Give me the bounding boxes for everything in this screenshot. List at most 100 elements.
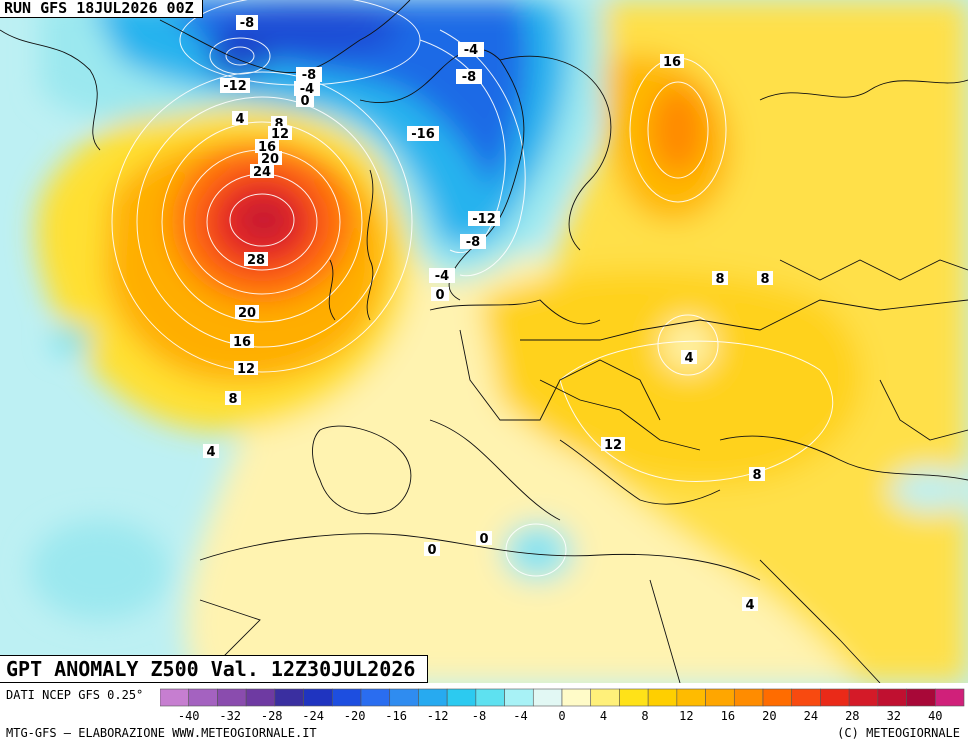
color-scale-box	[619, 688, 649, 707]
color-scale-tick-label: 12	[679, 709, 693, 723]
map-label: 16	[660, 54, 684, 70]
color-scale-boxes	[160, 688, 965, 707]
color-scale-box	[906, 688, 936, 707]
map-label-text: -12	[472, 212, 496, 227]
north-sea-coast	[429, 299, 601, 325]
map-label: 12	[601, 437, 625, 453]
map-label-text: 0	[479, 532, 488, 547]
map-label-text: -16	[411, 127, 435, 142]
color-scale-box	[762, 688, 793, 707]
color-scale-box	[303, 688, 333, 707]
color-scale-box	[188, 688, 218, 707]
map-label: -8	[456, 69, 482, 85]
map-label-text: 8	[715, 272, 724, 287]
color-scale-box	[504, 688, 534, 707]
color-scale-box	[590, 688, 620, 707]
map-label: 0	[476, 531, 492, 547]
color-scale-box	[532, 688, 563, 707]
map-label-text: -8	[302, 68, 316, 83]
color-scale-box	[475, 688, 505, 707]
iberia-coast	[312, 425, 412, 515]
red-sea-coast	[759, 559, 881, 683]
map-label-text: 8	[274, 117, 283, 132]
color-scale-box	[848, 688, 879, 707]
map-label: 8	[749, 467, 765, 483]
map-label: 4	[203, 444, 219, 460]
color-scale-box	[733, 688, 764, 707]
color-scale-tick-label: 28	[845, 709, 859, 723]
greenland-coast	[0, 29, 101, 151]
italy-coast	[429, 419, 561, 521]
color-scale-box	[934, 688, 965, 707]
map-label-text: 8	[760, 272, 769, 287]
color-scale-box	[331, 688, 362, 707]
product-title: GPT ANOMALY Z500 Val. 12Z30JUL2026	[0, 655, 429, 683]
color-scale-box	[561, 688, 592, 707]
map-label-text: 16	[233, 335, 251, 350]
map-label: 4	[232, 111, 248, 127]
map-label: 20	[235, 305, 259, 321]
map-label: 12	[234, 361, 258, 377]
map-label-text: 16	[663, 55, 681, 70]
map-label: -8	[236, 15, 258, 31]
border-libya-egypt	[649, 579, 681, 683]
anomaly-map: -8 -12 -4 -8 -4 0 -8 -16 -12 -8 -4 0 4 8…	[0, 0, 968, 683]
map-label-text: -8	[240, 16, 254, 31]
credit-left: MTG-GFS – ELABORAZIONE WWW.METEOGIORNALE…	[6, 726, 317, 740]
map-label-text: 28	[247, 253, 265, 268]
map-label-text: 0	[435, 288, 444, 303]
color-scale-ticks: -40 -32 -28 -24 -20 -16 -12 -8 -4 0 4 8 12 16 20 24 28 32…	[178, 709, 943, 723]
map-label: 16	[230, 334, 254, 350]
color-scale-tick-label: -4	[513, 709, 527, 723]
color-scale-tick-label: -20	[344, 709, 366, 723]
color-scale-box	[274, 688, 304, 707]
map-label: -8	[296, 67, 322, 83]
border-east	[520, 299, 968, 341]
map-label-text: 12	[604, 438, 622, 453]
color-scale-tick-label: -12	[427, 709, 449, 723]
color-scale-box	[877, 688, 907, 707]
map-label: -12	[468, 211, 500, 227]
color-scale-tick-label: 16	[721, 709, 735, 723]
balkan-coast	[559, 439, 721, 505]
map-label: 0	[296, 93, 314, 109]
color-scale-tick-label: 0	[558, 709, 565, 723]
color-scale-tick-label: 32	[887, 709, 901, 723]
color-scale: -40 -32 -28 -24 -20 -16 -12 -8 -4 0 4 8 12 16 20 24 28 32…	[160, 688, 965, 723]
data-source-label: DATI NCEP GFS 0.25°	[6, 688, 144, 702]
map-label-text: 24	[253, 165, 271, 180]
color-scale-tick-label: 40	[928, 709, 942, 723]
map-label: 28	[244, 252, 268, 268]
color-scale-tick-label: -28	[261, 709, 283, 723]
map-label-text: 4	[684, 351, 693, 366]
map-canvas: -8 -12 -4 -8 -4 0 -8 -16 -12 -8 -4 0 4 8…	[0, 0, 968, 683]
color-scale-box	[446, 688, 477, 707]
color-scale-box	[418, 688, 448, 707]
map-label-text: 8	[752, 468, 761, 483]
color-scale-tick-label: -16	[385, 709, 407, 723]
color-scale-tick-label: -8	[472, 709, 486, 723]
contour-lines	[111, 0, 834, 577]
map-label: -4	[429, 268, 455, 284]
map-label: 4	[742, 597, 758, 613]
map-label-text: 0	[427, 543, 436, 558]
map-label-text: 20	[238, 306, 256, 321]
map-label: 20	[258, 151, 282, 167]
map-label-text: -4	[435, 269, 449, 284]
map-label-text: 8	[228, 392, 237, 407]
credit-right: (C) METEOGIORNALE	[837, 726, 960, 740]
map-label-text: 12	[271, 127, 289, 142]
map-label: 24	[250, 164, 274, 180]
color-scale-box	[705, 688, 735, 707]
color-scale-box	[160, 688, 190, 707]
map-label: 8	[757, 271, 773, 287]
map-label-text: 4	[206, 445, 215, 460]
map-label: 12	[268, 126, 292, 142]
color-scale-tick-label: -24	[302, 709, 324, 723]
map-label-text: -8	[466, 235, 480, 250]
map-label-text: 0	[300, 94, 309, 109]
map-label: 4	[681, 350, 697, 366]
map-label: -4	[458, 42, 484, 58]
map-label: 8	[225, 391, 241, 407]
